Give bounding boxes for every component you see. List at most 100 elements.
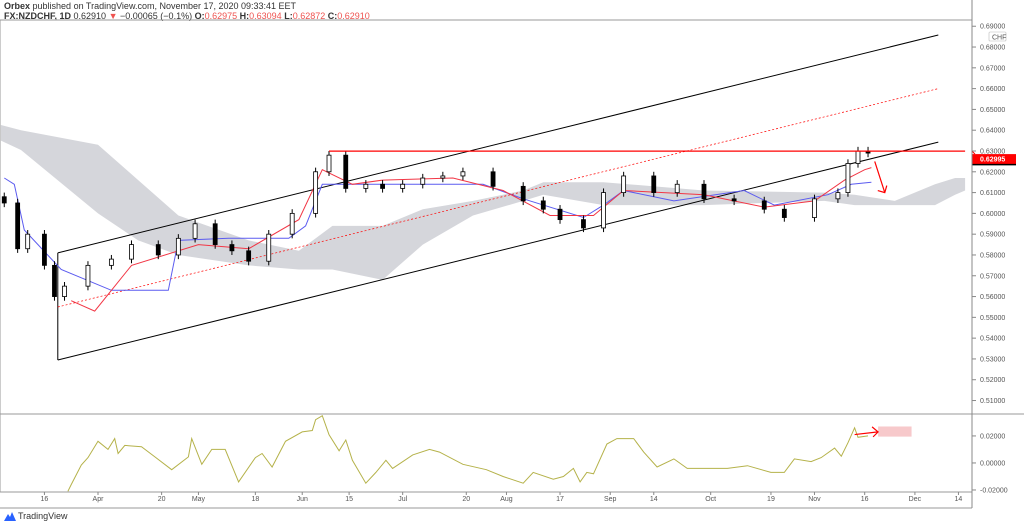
candle-body: [855, 150, 861, 164]
change: −0.00065 (−0.1%): [120, 11, 193, 21]
x-tick-label: 19: [767, 496, 775, 503]
y-tick-label: 0.51000: [980, 398, 1005, 405]
candle: [601, 188, 606, 233]
y-tick-label: 0.55000: [980, 315, 1005, 322]
candle-body: [490, 171, 496, 187]
candle-body: [155, 244, 161, 256]
x-tick-label: 15: [345, 496, 353, 503]
arrow-down-icon: [874, 161, 886, 193]
candle: [674, 180, 680, 197]
candle-body: [175, 237, 181, 256]
x-tick-label: 14: [650, 496, 658, 503]
candle: [440, 171, 446, 183]
candle-body: [731, 198, 737, 202]
candle: [229, 240, 235, 255]
arrow-right-icon: [854, 431, 879, 436]
y-tick-label: 0.69000: [980, 24, 1005, 31]
candle-body: [400, 183, 406, 189]
x-tick-label: 20: [158, 496, 166, 503]
x-tick-label: Sep: [604, 496, 617, 503]
y-tick-label: 0.54000: [980, 336, 1005, 343]
y-tick-label: -0.02000: [980, 487, 1008, 494]
logo-text: TradingView: [18, 511, 68, 521]
x-tick-label: Aug: [500, 496, 513, 503]
open-label: O:: [194, 11, 205, 21]
candle-body: [15, 202, 21, 250]
candle: [651, 171, 657, 197]
candle-body: [557, 208, 563, 221]
publish-info: Orbex published on TradingView.com, Nove…: [4, 1, 296, 11]
candle: [855, 146, 861, 168]
candle: [380, 180, 385, 193]
candle: [420, 173, 426, 189]
candle-body: [581, 219, 586, 229]
open-value: 0.62975: [204, 11, 238, 21]
tradingview-logo[interactable]: TradingView: [4, 511, 68, 521]
arrow-head: [877, 185, 888, 194]
candle: [557, 205, 563, 224]
candle: [812, 194, 817, 222]
candle: [246, 246, 252, 266]
candle: [490, 167, 496, 191]
oscillator-line: [67, 414, 869, 492]
candle-body: [621, 175, 627, 193]
candle-body: [812, 198, 817, 218]
candle: [266, 230, 272, 266]
candle: [865, 146, 871, 158]
currency-badge: [988, 31, 1007, 42]
candle: [781, 205, 787, 222]
y-tick-label: 0.59000: [980, 232, 1005, 239]
x-tick-label: 17: [556, 496, 564, 503]
candle-body: [701, 183, 707, 200]
candle-body: [212, 223, 218, 245]
candle: [192, 219, 198, 243]
candle: [52, 261, 57, 301]
publisher: Orbex: [4, 1, 31, 11]
candle: [621, 171, 627, 197]
target-box: [878, 426, 912, 437]
candle-body: [52, 264, 57, 297]
x-tick-label: Dec: [909, 496, 922, 503]
channel-mid-line: [57, 88, 939, 308]
y-tick-label: 0.68000: [980, 45, 1005, 52]
candle: [460, 167, 466, 181]
candle: [731, 194, 737, 206]
candle-body: [108, 258, 114, 266]
symbol-legend: FX:NZDCHF, 1D 0.62910 ▼ −0.00065 (−0.1%)…: [4, 11, 370, 21]
y-tick-label: 0.60000: [980, 211, 1005, 218]
candle: [835, 188, 841, 203]
x-tick-label: 16: [41, 496, 49, 503]
x-tick-label: Oct: [705, 496, 716, 503]
ichimoku-cloud: [0, 125, 966, 280]
y-tick-label: 0.64000: [980, 128, 1005, 135]
candle-body: [313, 171, 319, 214]
candle: [581, 215, 586, 233]
plot-frame: [0, 19, 973, 493]
candle-body: [601, 192, 606, 229]
candle-body: [266, 233, 272, 262]
down-triangle-icon: ▼: [108, 11, 118, 21]
candle-body: [62, 285, 67, 297]
candle-body: [440, 175, 446, 179]
symbol[interactable]: FX:NZDCHF, 1D: [4, 11, 71, 21]
candle: [155, 240, 161, 260]
y-tick-label: 0.56000: [980, 294, 1005, 301]
candle: [129, 240, 134, 264]
candle: [400, 180, 406, 193]
candle-body: [1, 196, 7, 204]
candle-body: [540, 200, 546, 210]
arrow-head: [871, 426, 879, 438]
y-tick-label: 0.63000: [980, 149, 1005, 156]
candle-body: [42, 233, 47, 266]
x-tick-label: Jul: [398, 496, 407, 503]
channel-lower-line: [57, 141, 939, 361]
candle-body: [651, 175, 657, 193]
candle: [15, 198, 21, 253]
x-tick-label: Apr: [93, 496, 105, 503]
y-tick-label: 0.00000: [980, 460, 1005, 467]
candle-body: [363, 183, 369, 189]
candle: [42, 230, 47, 270]
y-tick-label: 0.52000: [980, 377, 1005, 384]
close-value: 0.62910: [337, 11, 370, 21]
